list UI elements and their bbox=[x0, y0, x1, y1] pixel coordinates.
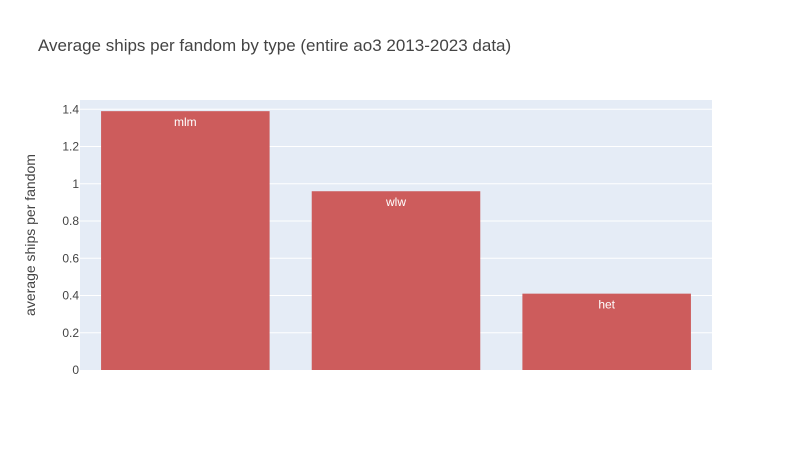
bar-labels: mlm wlw het bbox=[174, 115, 616, 311]
y-tick-label: 0.6 bbox=[62, 251, 79, 265]
y-tick-label: 0.2 bbox=[62, 326, 79, 340]
bar-mlm bbox=[101, 111, 270, 370]
y-tick-label: 0.8 bbox=[62, 214, 79, 228]
bar-wlw bbox=[311, 191, 481, 370]
y-tick-label: 1.4 bbox=[62, 102, 79, 116]
y-axis-label: average ships per fandom bbox=[22, 154, 38, 316]
bars bbox=[101, 111, 691, 370]
chart-title: Average ships per fandom by type (entire… bbox=[38, 36, 511, 55]
bar-label-wlw: wlw bbox=[385, 195, 406, 209]
bar-label-het: het bbox=[598, 298, 615, 312]
bar-label-mlm: mlm bbox=[174, 115, 197, 129]
y-tick-label: 0 bbox=[72, 363, 79, 377]
y-tick-label: 1 bbox=[72, 177, 79, 191]
y-tick-label: 1.2 bbox=[62, 140, 79, 154]
y-axis-ticks: 0 0.2 0.4 0.6 0.8 1 1.2 1.4 bbox=[62, 102, 79, 377]
bar-het bbox=[522, 293, 691, 370]
y-tick-label: 0.4 bbox=[62, 289, 79, 303]
